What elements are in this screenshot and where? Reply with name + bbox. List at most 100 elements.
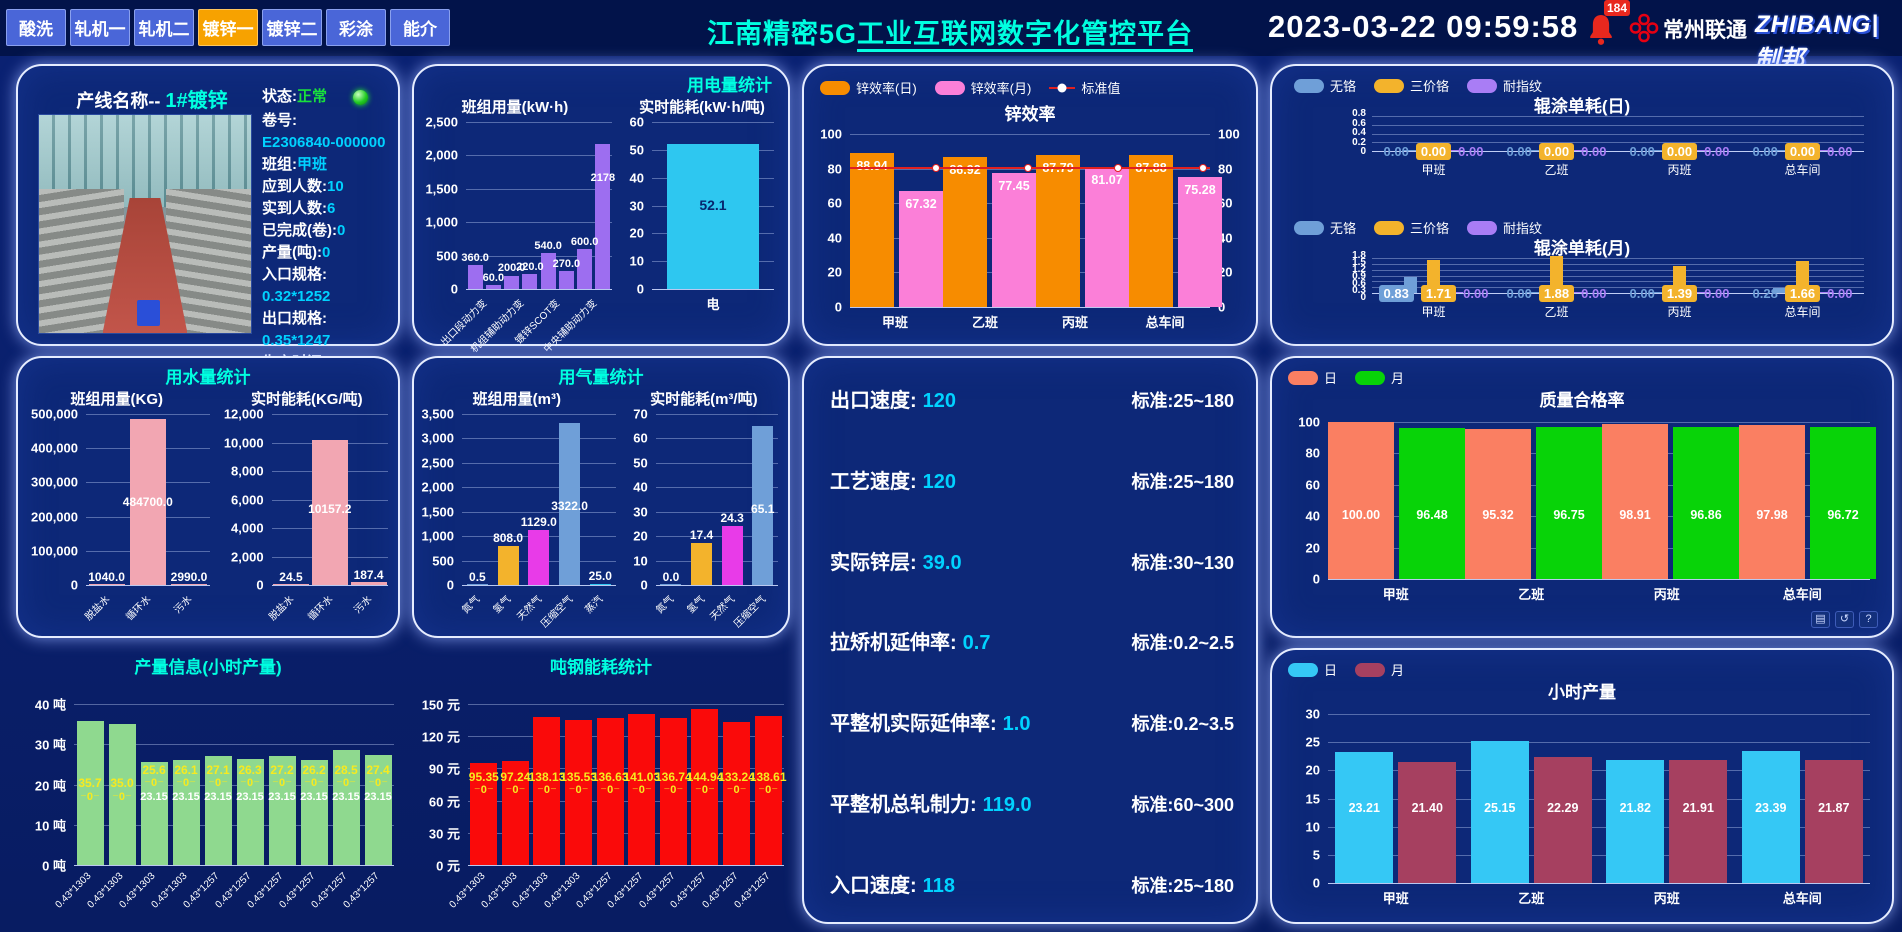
bar-value: 23.21 <box>1348 801 1380 816</box>
param-label: 实际锌层: <box>830 551 917 574</box>
electric-realtime-chart: 实时能耗(kW·h/吨) 60 50 40 30 20 10 0 52.1 电 <box>616 92 788 344</box>
y-axis-tick: 0 <box>1312 571 1320 587</box>
param-standard: 标准:25~180 <box>1131 875 1234 896</box>
legend-item: 标准值 <box>1049 78 1120 97</box>
bar-value: 0.5 <box>469 569 486 584</box>
bar <box>1550 256 1563 293</box>
param-name-value: 工艺速度: 120 <box>830 465 956 494</box>
y-axis-tick: 30 元 <box>428 826 460 842</box>
bar-value: 24.3 <box>720 511 744 526</box>
chart-legend: 日月 <box>1288 660 1404 679</box>
data-view-icon[interactable]: ▤ <box>1811 611 1830 628</box>
bell-icon[interactable] <box>1586 12 1616 48</box>
legend-swatch <box>820 80 850 95</box>
legend-label: 月 <box>1391 371 1405 386</box>
restore-icon[interactable]: ↺ <box>1835 611 1854 628</box>
bar-value: 97.98 <box>1756 508 1788 523</box>
chart-toolbox: ▤ ↺ ? <box>1811 611 1878 628</box>
bar <box>1129 154 1173 307</box>
bar <box>171 583 207 585</box>
bar <box>1739 425 1805 579</box>
chart-plot: 500,000 400,000 300,000 200,000 100,000 0 1040… <box>31 407 210 623</box>
tab-duxin-1[interactable]: 镀锌一 <box>198 9 258 46</box>
param-standard: 标准:60~300 <box>1131 795 1234 816</box>
bar-slot: 17.4 <box>686 414 717 585</box>
legend-swatch <box>1467 220 1498 235</box>
gas-panel: 用气量统计 班组用量(m³) 3,500 3,000 2,500 2,000 1,500 1… <box>412 356 790 638</box>
param-label: 工艺速度: <box>830 470 917 493</box>
bar <box>1804 759 1863 883</box>
y-axis-tick: 10 吨 <box>34 818 66 834</box>
x-axis-label: 乙班 <box>1518 587 1545 602</box>
quality-legend: 日月 <box>1288 368 1404 387</box>
value-chip: 1.71 <box>1420 285 1457 302</box>
bar <box>311 440 348 585</box>
legend-swatch <box>1355 370 1386 385</box>
y-axis-tick: 0.6 <box>1352 278 1366 289</box>
bar-value: 86.92 <box>949 162 981 177</box>
x-axis-label: 脱盐水 <box>82 594 112 624</box>
bar <box>1404 150 1417 151</box>
help-icon[interactable]: ? <box>1859 611 1878 628</box>
bar-group: 87.79 81.07 <box>1036 134 1129 307</box>
y-axis-tick: 1,500 <box>425 181 458 197</box>
y-axis-tick: 30 <box>629 198 644 213</box>
value-chip: 0.28 <box>1752 286 1778 301</box>
tab-nengjie[interactable]: 能介 <box>390 9 450 46</box>
bar-group <box>1741 258 1864 293</box>
group-cell: 0.28 1.66 0.00 总车间 <box>1741 285 1864 320</box>
standard-line <box>850 163 1210 172</box>
field-label: 班组: <box>262 156 297 173</box>
top-bar: 酸洗 轧机一 轧机二 镀锌一 镀锌二 彩涂 能介 江南精密5G工业互联网数字化管… <box>0 0 1902 73</box>
bar-slot: 21.87 <box>1804 714 1863 883</box>
x-axis-label: 丙班 <box>1061 315 1088 330</box>
legend-label: 无铬 <box>1330 221 1357 236</box>
bar-slot: 65.1 <box>747 414 778 585</box>
y-axis-tick: 60 <box>629 114 644 130</box>
tab-duxin-2[interactable]: 镀锌二 <box>262 9 322 46</box>
bar-value: 25.0 <box>588 569 612 584</box>
status-row: 状态: 正常 <box>262 86 388 108</box>
bar-slot: 484700.0 <box>123 414 173 585</box>
y-axis-tick: 120 元 <box>421 729 460 745</box>
param-row: 平整机总轧制力: 119.0 标准:60~300 <box>830 788 1234 817</box>
tab-suanxi[interactable]: 酸洗 <box>6 9 66 46</box>
bar <box>1810 427 1876 579</box>
bar-value: 96.48 <box>1416 508 1448 523</box>
param-name-value: 平整机实际延伸率: 1.0 <box>830 707 1030 736</box>
coating-day-chart: 0.8 0.6 0.4 0.2 0 0.00 0.00 0.00 甲班 0.00 0.00 0.00 乙… <box>1352 109 1864 178</box>
tab-caitu[interactable]: 彩涂 <box>326 9 386 46</box>
bar-value: 2990.0 <box>170 569 208 584</box>
bar <box>1465 429 1531 579</box>
bar-slot: 270.0 <box>553 122 580 289</box>
param-row: 出口速度: 120 标准:25~180 <box>830 384 1234 413</box>
x-axis-label: 氮气 <box>460 594 483 616</box>
y-axis-tick: 30 <box>1305 706 1320 722</box>
bar-slot: 81.07 <box>1085 134 1129 307</box>
param-label: 拉矫机延伸率: <box>830 632 957 655</box>
y-axis-tick: 0.8 <box>1352 108 1366 119</box>
bar-slot: 27.4023.15 <box>362 704 394 865</box>
tab-zhaji-1[interactable]: 轧机一 <box>70 9 130 46</box>
y-axis-tick: 0.3 <box>1352 285 1366 296</box>
y-axis-tick: 2,000 <box>231 549 264 564</box>
y-axis-tick: 2,000 <box>421 479 454 495</box>
bar-value: 27.1023.15 <box>204 763 232 804</box>
legend-item: 月 <box>1355 660 1404 679</box>
bar-slot: 2178 <box>591 122 615 289</box>
tab-zhaji-2[interactable]: 轧机二 <box>134 9 194 46</box>
line-title: 产线名称-- 1#镀锌 <box>76 90 228 112</box>
bar-group: 88.94 67.32 <box>850 134 943 307</box>
nav-tabs: 酸洗 轧机一 轧机二 镀锌一 镀锌二 彩涂 能介 <box>6 9 450 46</box>
bar-value: 88.94 <box>856 159 887 173</box>
unicom-logo-icon <box>1629 13 1659 43</box>
value-chip: 0.00 <box>1784 143 1821 160</box>
bar <box>577 248 593 289</box>
status-label: 状态: <box>262 88 297 105</box>
bar-value: 17.4 <box>689 528 714 543</box>
bar-slot: 24.5 <box>272 414 311 585</box>
group-cell: 0.00 0.00 0.00 丙班 <box>1618 143 1741 178</box>
value-chip: 1.66 <box>1784 285 1821 302</box>
x-axis-labels: 脱盐水 循环水 污水 <box>83 585 210 641</box>
